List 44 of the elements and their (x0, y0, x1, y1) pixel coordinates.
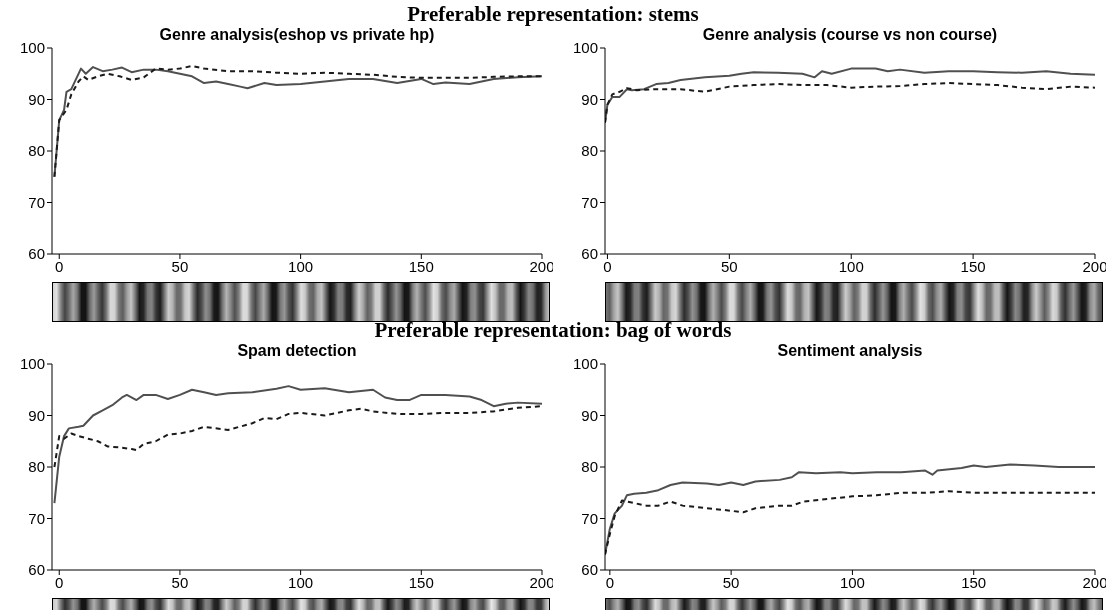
x-tick-label: 50 (171, 257, 189, 275)
y-tick-label: 60 (581, 561, 598, 579)
x-tick-label: 100 (838, 257, 864, 275)
x-tick-label: 150 (408, 257, 434, 275)
y-tick-label: 60 (28, 561, 45, 579)
y-tick-label: 70 (581, 509, 598, 527)
y-tick-label: 80 (581, 458, 598, 476)
x-tick-label: 100 (288, 573, 314, 591)
text: Preferable representation: stems (406, 2, 700, 27)
x-tick-label: 150 (960, 257, 986, 275)
x-tick-label: 100 (839, 573, 865, 591)
line-series (53, 385, 542, 505)
y-tick-label: 100 (19, 39, 45, 57)
y-tick-label: 100 (19, 355, 45, 373)
y-tick-label: 80 (581, 142, 598, 160)
chart-title: Sentiment analysis (776, 342, 924, 360)
y-tick-label: 80 (28, 458, 45, 476)
y-tick-label: 70 (28, 509, 45, 527)
x-tick-label: 100 (288, 257, 314, 275)
y-tick-label: 100 (572, 39, 598, 57)
y-tick-label: 60 (28, 245, 45, 263)
x-tick-label: 50 (720, 257, 738, 275)
y-tick-label: 80 (28, 142, 45, 160)
x-tick-label: 0 (603, 257, 612, 275)
y-tick-label: 90 (28, 406, 45, 424)
x-tick-label: 50 (171, 573, 189, 591)
x-tick-label: 150 (408, 573, 434, 591)
x-tick-label: 50 (722, 573, 740, 591)
text: Preferable representation: bag of words (373, 318, 733, 343)
y-tick-label: 60 (581, 245, 598, 263)
y-tick-label: 90 (28, 90, 45, 108)
x-tick-label: 0 (605, 573, 615, 591)
y-tick-label: 90 (581, 406, 598, 424)
chart-title: Genre analysis(eshop vs private hp) (158, 26, 436, 44)
y-tick-label: 70 (28, 193, 45, 211)
chart-title: Genre analysis (course vs non course) (701, 26, 999, 44)
y-tick-label: 90 (581, 90, 598, 108)
x-tick-label: 150 (961, 573, 987, 591)
line-series (53, 405, 542, 468)
chart-title: Spam detection (236, 342, 358, 360)
x-tick-label: 0 (55, 257, 64, 275)
y-tick-label: 70 (581, 193, 598, 211)
x-tick-label: 0 (55, 573, 64, 591)
y-tick-label: 100 (572, 355, 598, 373)
